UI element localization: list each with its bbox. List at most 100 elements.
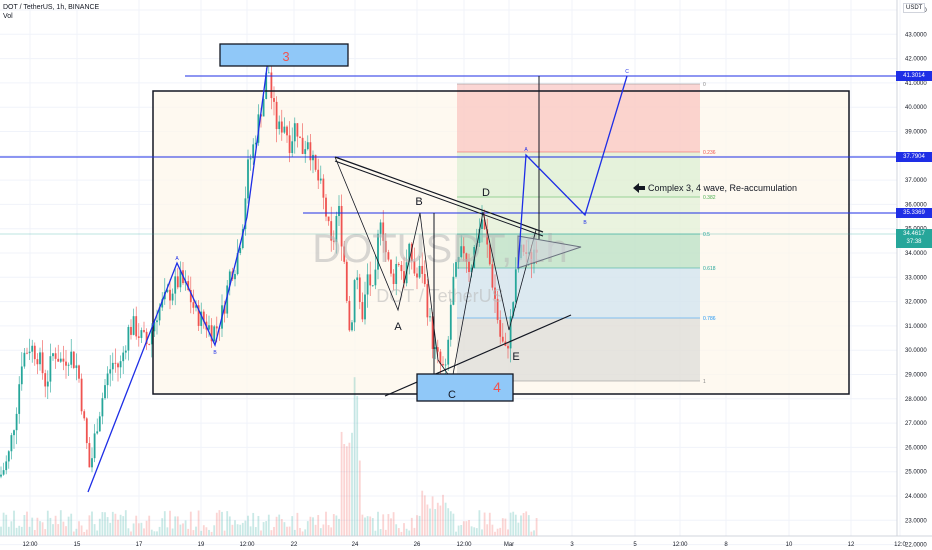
volume-bar — [504, 518, 507, 536]
volume-bar — [332, 514, 335, 536]
candle-body — [65, 361, 67, 366]
label-b: B — [415, 196, 422, 208]
time-tick-label: 12:00 — [456, 542, 472, 548]
price-tick-label: 24.0000 — [905, 494, 927, 500]
volume-bar — [176, 516, 179, 536]
candle-body — [275, 101, 278, 130]
volume-bar — [314, 524, 317, 536]
candle-body — [496, 298, 499, 320]
candle-body — [309, 142, 312, 161]
candle-body — [262, 98, 265, 117]
volume-bar — [501, 518, 504, 536]
volume-bar — [364, 517, 366, 536]
time-tick-label: Mar — [504, 542, 514, 548]
candle-body — [296, 123, 299, 137]
volume-bar — [387, 514, 390, 536]
price-tick-label: 33.0000 — [905, 275, 927, 281]
volume-bar — [483, 512, 486, 536]
volume-bar — [361, 514, 364, 536]
volume-bar — [382, 514, 385, 536]
volume-bar — [91, 511, 93, 536]
candle-body — [416, 273, 418, 278]
candle-body — [501, 336, 504, 342]
candle-body — [169, 289, 171, 301]
candle-body — [176, 276, 179, 288]
time-axis[interactable]: 12:00 15 17 19 12:00 22 24 26 12:00 Mar 3 5 12:00 8 10… — [0, 535, 932, 548]
candle-body — [85, 418, 88, 444]
volume-bar — [52, 524, 54, 536]
volume-bar — [395, 524, 398, 536]
candle-body — [96, 431, 99, 434]
volume-bar — [371, 517, 374, 536]
candle-body — [2, 470, 5, 475]
candle-body — [20, 366, 23, 385]
time-tick-label: 22 — [291, 542, 298, 548]
annotation-note: Complex 3, 4 wave, Re-accumulation — [648, 183, 797, 193]
candle-body — [353, 280, 356, 323]
candle-body — [78, 365, 80, 379]
candle-body — [5, 461, 8, 471]
wave4-box[interactable] — [416, 373, 514, 402]
time-tick-label: 17 — [136, 542, 143, 548]
volume-bar — [478, 510, 481, 536]
volume-bar — [449, 511, 452, 536]
volume-bar — [257, 515, 260, 536]
volume-bar — [366, 516, 369, 536]
candle-body — [161, 299, 164, 308]
candle-body — [223, 305, 226, 314]
price-tag-current: 34.4617 37:38 — [896, 229, 932, 248]
candle-body — [457, 257, 460, 263]
candle-body — [62, 358, 65, 362]
upper-trendline-1[interactable] — [334, 156, 544, 233]
candle-body — [202, 311, 205, 322]
candle-body — [124, 350, 127, 353]
candle-body — [512, 302, 515, 317]
volume-bar — [218, 510, 221, 536]
wave3-box[interactable] — [219, 43, 349, 67]
price-axis[interactable]: 44.000043.000042.000041.000040.000039.00… — [896, 0, 927, 549]
volume-bar — [410, 517, 413, 536]
volume-bar — [59, 510, 62, 536]
candle-body — [286, 126, 288, 136]
volume-bar — [249, 526, 252, 536]
candle-body — [481, 219, 483, 229]
symbol-title[interactable]: DOT / TetherUS, 1h, BINANCE — [3, 4, 100, 11]
label-a: A — [394, 321, 402, 333]
upper-trendline-2[interactable] — [334, 160, 544, 237]
price-tick-label: 23.0000 — [905, 518, 927, 524]
volume-bar — [127, 528, 130, 536]
volume-bar — [413, 527, 416, 536]
volume-bar — [31, 517, 34, 536]
candle-body — [273, 98, 275, 102]
lower-trendline[interactable] — [384, 314, 572, 397]
label-c: C — [448, 389, 456, 401]
time-tick-label: 12:00 — [22, 542, 38, 548]
volume-bar — [509, 512, 512, 536]
price-tick-label: 39.0000 — [905, 130, 927, 136]
arrow-left-icon — [633, 183, 645, 193]
volume-bar — [150, 529, 153, 536]
volume-bar — [343, 444, 346, 536]
price-tick-label: 43.0000 — [905, 32, 927, 38]
candle-body — [59, 358, 62, 362]
volume-bar — [475, 528, 478, 536]
candle-body — [13, 430, 15, 436]
current-price: 34.4617 — [903, 231, 925, 237]
price-tick-label: 22.0000 — [905, 543, 927, 549]
candle-body — [241, 229, 244, 249]
candle-body — [187, 281, 190, 291]
candle-body — [278, 121, 281, 130]
volume-bar — [348, 442, 351, 536]
volume-bar — [338, 518, 340, 536]
volume-bar — [462, 521, 465, 536]
volume-label[interactable]: Vol — [3, 13, 13, 20]
currency-badge[interactable]: USDT — [903, 3, 926, 13]
candle-body — [351, 322, 353, 331]
volume-bar — [304, 529, 307, 536]
candle-body — [483, 219, 486, 230]
volume-bar — [494, 531, 496, 536]
volume-bar — [270, 530, 273, 536]
volume-bar — [23, 514, 26, 536]
